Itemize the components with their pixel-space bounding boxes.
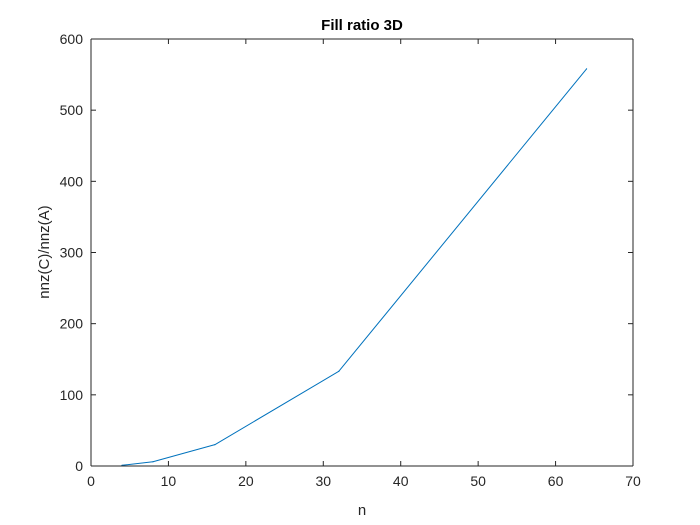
chart-title: Fill ratio 3D (321, 17, 403, 34)
y-tick-label: 300 (60, 245, 84, 261)
x-tick-label: 10 (161, 473, 177, 489)
data-point (214, 444, 216, 446)
x-tick-label: 50 (470, 473, 486, 489)
x-tick-label: 70 (625, 473, 641, 489)
y-tick-label: 0 (75, 458, 83, 474)
y-tick-label: 600 (60, 31, 84, 47)
y-tick-label: 200 (60, 316, 84, 332)
x-tick-label: 40 (393, 473, 409, 489)
x-tick-label: 60 (548, 473, 564, 489)
data-point (338, 370, 340, 372)
y-axis-label: nnz(C)/nnz(A) (36, 205, 53, 298)
y-tick-label: 500 (60, 102, 84, 118)
y-tick-label: 400 (60, 173, 84, 189)
data-point (585, 68, 588, 70)
x-tick-label: 0 (87, 473, 95, 489)
data-point (152, 461, 154, 463)
x-tick-label: 20 (238, 473, 254, 489)
x-tick-label: 30 (315, 473, 331, 489)
ticks-layer: 0 10 20 30 40 50 60 70 0 100 200 300 400 500 600 (60, 31, 641, 489)
plot-area (91, 39, 633, 466)
y-tick-label: 100 (60, 387, 84, 403)
x-axis-label: n (358, 502, 366, 519)
